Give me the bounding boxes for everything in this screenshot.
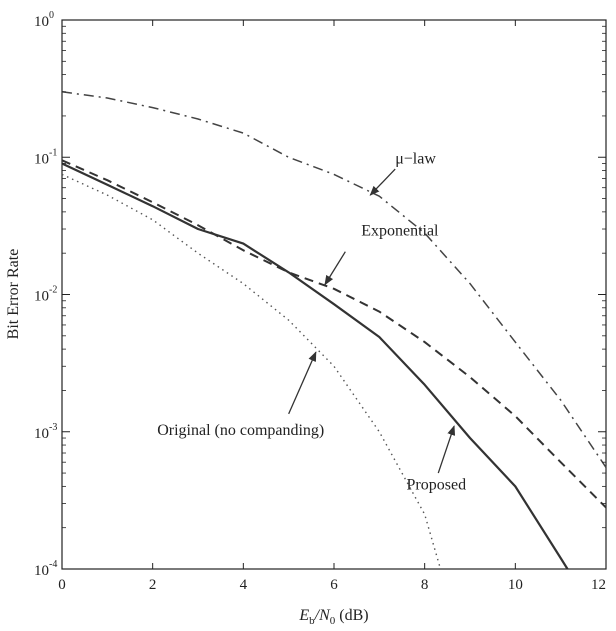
y-axis-label: Bit Error Rate xyxy=(5,249,22,340)
annotation-arrow-exponential xyxy=(324,251,346,286)
x-tick-label: 4 xyxy=(240,577,248,593)
annotation-layer: μ−law Exponential Original (no companding)… xyxy=(157,151,466,494)
x-tick-label: 6 xyxy=(330,577,338,593)
x-tick-label: 8 xyxy=(421,577,429,593)
x-axis-label: Eb/N0 (dB) xyxy=(298,607,368,627)
annotation-arrow-proposed xyxy=(437,425,456,474)
annotation-label-law: μ−law xyxy=(395,151,436,168)
y-tick-label: 10-3 xyxy=(34,422,57,442)
y-tick-label: 10-4 xyxy=(34,559,57,579)
y-axis-ticks: 100 10-1 10-2 10-3 10-4 xyxy=(34,10,606,579)
annotation-arrow-law xyxy=(369,168,396,196)
annotation-label-proposed: Proposed xyxy=(407,476,467,493)
x-tick-label: 10 xyxy=(508,577,523,593)
series-line-exponential xyxy=(61,159,607,509)
annotation-label-original-no-companding: Original (no companding) xyxy=(157,422,324,439)
x-axis-ticks: 0 2 4 6 8 10 12 xyxy=(58,20,607,593)
series-line-proposed xyxy=(61,162,569,570)
x-tick-label: 0 xyxy=(58,577,66,593)
series-line-law xyxy=(61,91,607,468)
series-line-original-no-companding xyxy=(61,173,442,570)
plot-frame xyxy=(61,19,607,570)
y-tick-label: 10-1 xyxy=(34,147,57,167)
series-layer xyxy=(61,91,607,570)
x-tick-label: 12 xyxy=(591,577,606,593)
annotation-arrow-original-no-companding xyxy=(288,351,317,415)
annotation-label-exponential: Exponential xyxy=(361,222,439,239)
x-tick-label: 2 xyxy=(149,577,157,593)
y-tick-label: 10-2 xyxy=(34,285,57,305)
y-tick-label: 100 xyxy=(34,10,54,30)
